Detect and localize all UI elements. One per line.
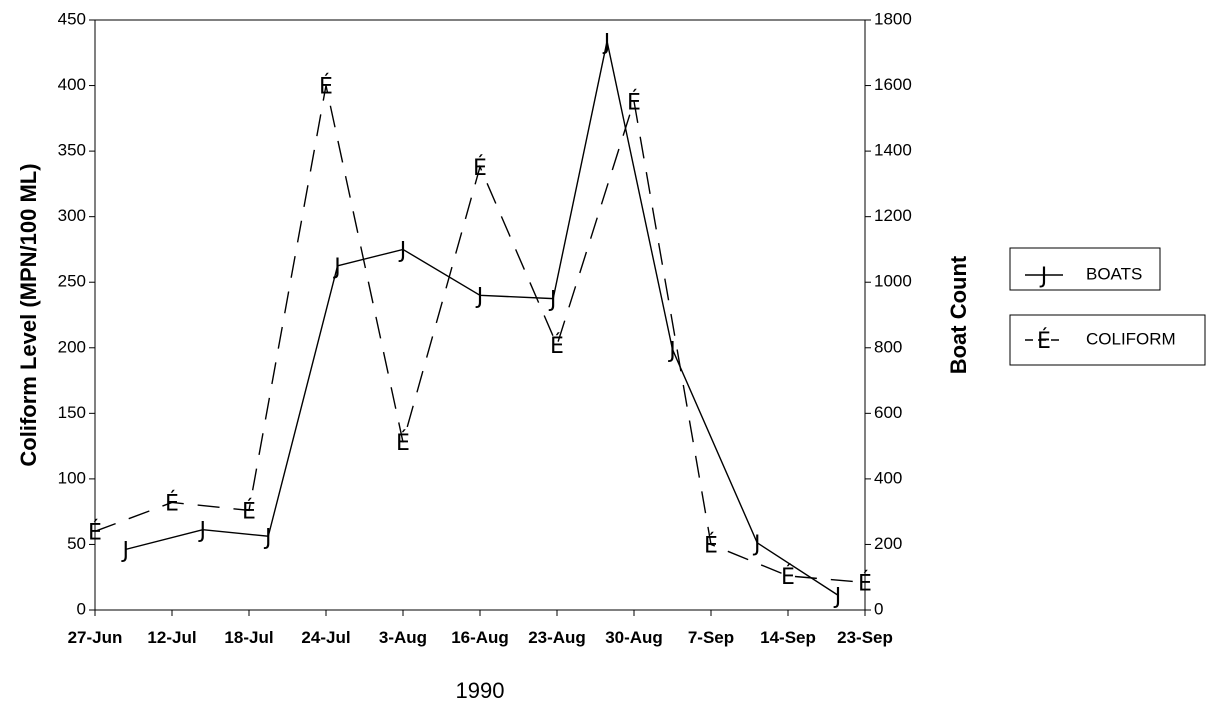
legend-box-boats xyxy=(1009,247,1161,291)
left-tick-label: 200 xyxy=(58,337,86,356)
x-tick-label: 3-Aug xyxy=(379,628,427,647)
right-tick-label: 1000 xyxy=(874,272,912,291)
data-point-coliform: É xyxy=(319,74,333,100)
data-point-boats: J xyxy=(263,525,272,550)
x-tick-label: 18-Jul xyxy=(224,628,273,647)
right-tick-label: 200 xyxy=(874,534,902,553)
data-point-boats: J xyxy=(548,288,557,313)
right-tick-label: 1600 xyxy=(874,75,912,94)
data-point-coliform: É xyxy=(781,564,795,590)
right-y-axis: 0 200 400 600 800 1000 1200 1400 1600 1800 xyxy=(865,9,912,618)
series-line-boats xyxy=(125,41,839,596)
data-point-boats: J xyxy=(602,30,611,55)
left-tick-label: 250 xyxy=(58,272,86,291)
legend-label-coliform: COLIFORM xyxy=(1086,329,1176,348)
right-axis-title: Boat Count xyxy=(946,255,971,374)
data-point-boats: J xyxy=(332,255,341,280)
x-axis: 27-Jun 12-Jul 18-Jul 24-Jul 3-Aug 16-Aug 23-Au… xyxy=(68,610,893,647)
left-tick-label: 50 xyxy=(67,534,86,553)
legend-marker-coliform: É xyxy=(1037,328,1051,354)
left-tick-label: 0 xyxy=(77,599,86,618)
x-tick-label: 14-Sep xyxy=(760,628,816,647)
data-point-boats: J xyxy=(833,584,842,609)
legend: J BOATS É COLIFORM xyxy=(1009,247,1206,366)
x-tick-label: 27-Jun xyxy=(68,628,123,647)
left-tick-label: 300 xyxy=(58,206,86,225)
left-y-axis: 0 50 100 150 200 250 300 350 400 450 xyxy=(58,9,95,618)
data-point-coliform: É xyxy=(550,333,564,359)
legend-label-boats: BOATS xyxy=(1086,264,1142,283)
x-tick-label: 23-Sep xyxy=(837,628,893,647)
x-tick-label: 23-Aug xyxy=(528,628,586,647)
data-point-coliform: É xyxy=(165,490,179,516)
data-point-coliform: É xyxy=(704,532,718,558)
x-tick-label: 7-Sep xyxy=(688,628,734,647)
x-tick-label: 16-Aug xyxy=(451,628,509,647)
data-point-coliform: É xyxy=(396,430,410,456)
left-tick-label: 400 xyxy=(58,75,86,94)
data-point-boats: J xyxy=(198,519,207,544)
data-point-coliform: É xyxy=(858,570,872,596)
legend-item-boats: J BOATS xyxy=(1009,247,1161,291)
data-point-boats: J xyxy=(475,284,484,309)
left-tick-label: 350 xyxy=(58,141,86,160)
x-tick-label: 12-Jul xyxy=(147,628,196,647)
left-tick-label: 100 xyxy=(58,468,86,487)
right-tick-label: 600 xyxy=(874,403,902,422)
right-tick-label: 1200 xyxy=(874,206,912,225)
data-point-boats: J xyxy=(121,538,130,563)
legend-item-coliform: É COLIFORM xyxy=(1009,314,1206,366)
data-point-boats: J xyxy=(398,238,407,263)
right-tick-label: 0 xyxy=(874,599,883,618)
data-point-coliform: É xyxy=(88,519,102,545)
left-axis-title: Coliform Level (MPN/100 ML) xyxy=(16,163,41,466)
data-point-coliform: É xyxy=(242,498,256,524)
right-tick-label: 400 xyxy=(874,468,902,487)
right-tick-label: 1400 xyxy=(874,141,912,160)
data-point-coliform: É xyxy=(473,155,487,181)
left-tick-label: 150 xyxy=(58,403,86,422)
data-point-boats: J xyxy=(667,338,676,363)
right-tick-label: 1800 xyxy=(874,9,912,28)
left-tick-label: 450 xyxy=(58,9,86,28)
legend-marker-boats: J xyxy=(1039,264,1048,289)
data-point-coliform: É xyxy=(627,89,641,115)
right-tick-label: 800 xyxy=(874,337,902,356)
plot-area xyxy=(94,19,866,611)
data-point-boats: J xyxy=(752,532,761,557)
x-axis-title: 1990 xyxy=(456,678,505,702)
series-line-coliform xyxy=(94,85,866,584)
x-tick-label: 24-Jul xyxy=(301,628,350,647)
x-tick-label: 30-Aug xyxy=(605,628,663,647)
